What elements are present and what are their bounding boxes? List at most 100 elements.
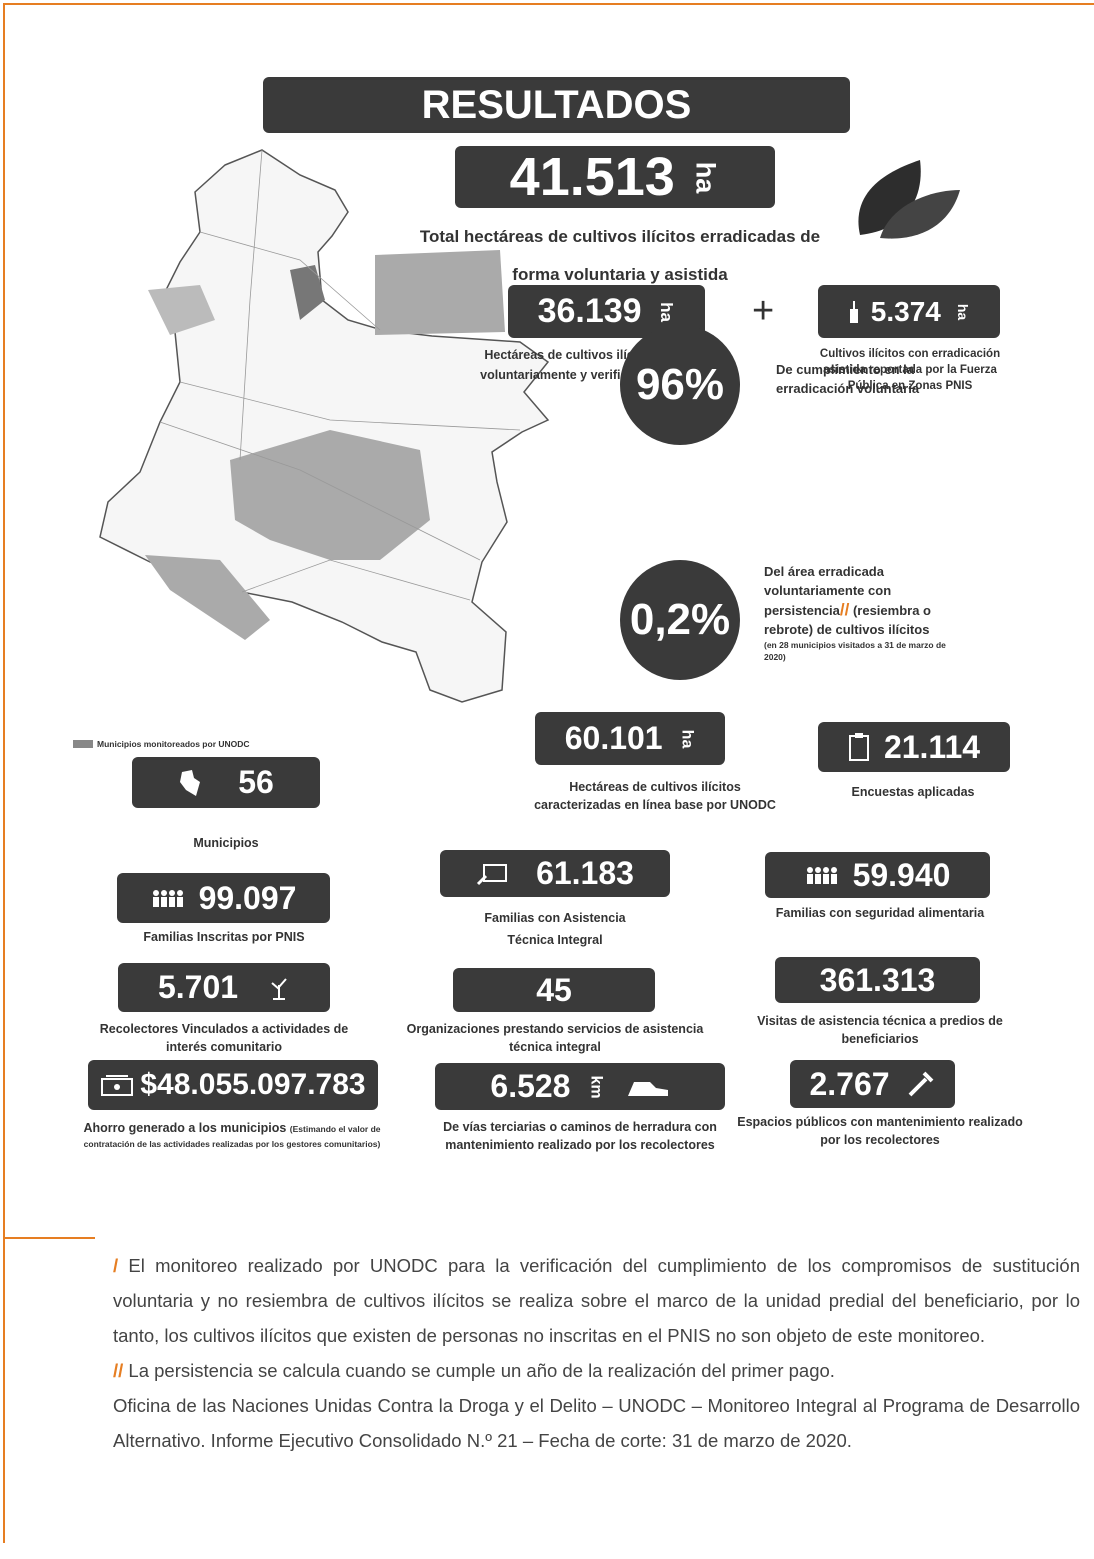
voluntary-value: 36.139 (537, 292, 642, 330)
stat-box: 59.940 (765, 852, 990, 898)
map-region (290, 265, 325, 320)
frame-top (3, 3, 1094, 5)
stat-caption: Familias con Asistencia Técnica Integral (484, 911, 626, 947)
wrench-icon (908, 1071, 933, 1097)
caption-note: (en 28 municipios visitados a 31 de marz… (764, 640, 946, 662)
compliance-circle: 96% (620, 325, 740, 445)
stat-box: 6.528 km (435, 1063, 725, 1110)
stat-caption: Hectáreas de cultivos ilícitos caracteri… (534, 780, 776, 812)
persistence-caption: Del área erradicada voluntariamente con … (764, 562, 964, 663)
stat-box: 21.114 (818, 722, 1010, 772)
leaf-icon (858, 160, 960, 239)
caption-line: De cumplimiento en la (776, 362, 914, 377)
caption-line: Cultivos ilícitos con erradicación (819, 348, 1001, 360)
map-region (375, 250, 505, 335)
assisted-caption: Cultivos ilícitos con erradicación asist… (820, 346, 1000, 394)
map: Municipios monitoreados por UNODC (73, 149, 550, 749)
wallet-icon (101, 1075, 134, 1096)
stat-caption: Espacios públicos con mantenimiento real… (737, 1115, 1023, 1147)
map-region (230, 430, 430, 560)
frame-left (3, 3, 5, 1543)
caption-line: erradicación voluntaria (776, 381, 920, 396)
caption-text: persistencia (764, 603, 840, 618)
footnote-paragraph: Oficina de las Naciones Unidas Contra la… (113, 1395, 1080, 1451)
footnote-rule (3, 1237, 95, 1239)
footnote-paragraph: / El monitoreo realizado por UNODC para … (113, 1248, 1080, 1353)
stat-caption: Recolectores Vinculados a actividades de… (99, 1022, 349, 1054)
plus: + (752, 290, 775, 332)
stat-value: 59.940 (852, 856, 951, 893)
stat-box: $48.055.097.783 (88, 1060, 378, 1110)
caption-line: rebrote) de cultivos ilícitos (764, 622, 930, 637)
stat-box: 2.767 (790, 1060, 955, 1108)
total-value: 41.513 (509, 147, 675, 207)
footnote-marker: / (113, 1255, 119, 1276)
total-caption: Total hectáreas de cultivos ilícitos err… (420, 218, 820, 294)
caption-line: Del área erradicada (764, 564, 884, 579)
title: RESULTADOS (263, 77, 850, 133)
screen-icon (477, 863, 508, 885)
footnote-text: El monitoreo realizado por UNODC para la… (113, 1255, 1080, 1346)
stat-value: 2.767 (809, 1065, 890, 1102)
stat-caption: Visitas de asistencia técnica a predios … (757, 1014, 1003, 1046)
people-icon (152, 890, 183, 907)
stat-value: 99.097 (198, 879, 297, 916)
caption-line: Total hectáreas de cultivos ilícitos err… (419, 227, 821, 246)
stat-box: 45 (453, 968, 655, 1012)
assisted-box: 5.374 ha (818, 285, 1000, 338)
caption-line: forma voluntaria y asistida (512, 265, 728, 284)
plant-icon (271, 977, 287, 1000)
stat-value: 21.114 (883, 728, 981, 765)
stat-caption: Municipios (193, 836, 259, 850)
stat-box: 61.183 (440, 850, 670, 897)
stat-caption: Organizaciones prestando servicios de as… (406, 1022, 704, 1054)
stat-box: 60.101 ha (535, 712, 725, 765)
stat-value: 6.528 (490, 1068, 571, 1104)
stat-caption: Ahorro generado a los municipios (Estima… (82, 1121, 382, 1151)
footnote-paragraph: // La persistencia se calcula cuando se … (113, 1353, 1080, 1388)
stat-caption: Encuestas aplicadas (851, 785, 975, 799)
stat-box: 56 (132, 757, 320, 808)
stat-value: 61.183 (536, 855, 634, 891)
footnote-text: La persistencia se calcula cuando se cum… (128, 1360, 835, 1381)
legend-swatch (73, 740, 93, 748)
total-unit: ha (690, 161, 721, 193)
assisted-unit: ha (955, 303, 972, 320)
stat-caption: Familias con seguridad alimentaria (775, 906, 985, 920)
stat-value: 56 (238, 764, 274, 800)
voluntary-unit: ha (656, 301, 676, 322)
caption-text: Ahorro generado a los municipios (83, 1121, 287, 1135)
stat-box: 5.701 (118, 963, 330, 1012)
hand-icon (849, 300, 858, 323)
persistence-circle: 0,2% (620, 560, 740, 680)
footnote-marker: // (839, 600, 850, 619)
vehicle-icon (627, 1081, 668, 1096)
stat-unit: ha (677, 729, 695, 748)
total-box: 41.513 ha (455, 146, 775, 208)
people-icon (806, 867, 837, 884)
caption-line: voluntariamente con (764, 583, 892, 598)
legend-label: Municipios monitoreados por UNODC (97, 739, 250, 749)
caption-note: (Estimando el valor de contratación de l… (83, 1124, 381, 1149)
caption-line: asistida reportada por la Fuerza (823, 364, 997, 376)
stat-value: $48.055.097.783 (140, 1068, 366, 1101)
footnote: / El monitoreo realizado por UNODC para … (113, 1248, 1080, 1458)
map-icon (180, 769, 201, 796)
footnote-marker: // (113, 1360, 124, 1381)
stat-caption: Familias Inscritas por PNIS (143, 930, 305, 944)
caption-line: persistencia// (resiembra o (764, 600, 964, 620)
stat-value: 5.701 (157, 969, 239, 1005)
map-region (145, 555, 270, 640)
caption-text: (resiembra o (852, 603, 931, 618)
map-borders (159, 149, 521, 601)
stat-unit: km (588, 1074, 606, 1099)
map-region (148, 285, 215, 335)
caption-line: Pública en Zonas PNIS (847, 380, 973, 392)
clipboard-icon (848, 733, 869, 761)
stat-box: 361.313 (775, 957, 980, 1003)
stat-caption: De vías terciarias o caminos de herradur… (443, 1120, 717, 1152)
stat-box: 99.097 (117, 873, 330, 923)
assisted-value: 5.374 (870, 295, 941, 327)
compliance-caption: De cumplimiento en la erradicación volun… (776, 360, 919, 398)
